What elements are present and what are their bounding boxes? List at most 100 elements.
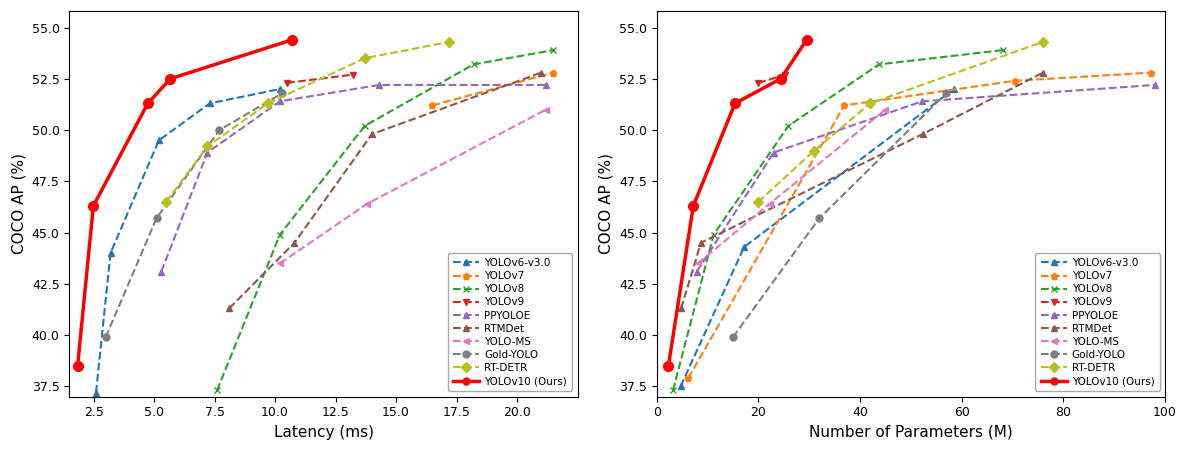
YOLOv9	[778, 72, 792, 78]
YOLOv10 (Ours)	[285, 37, 299, 42]
Line: YOLOv8: YOLOv8	[214, 46, 557, 394]
Line: RT-DETR: RT-DETR	[163, 38, 453, 205]
Gold-YOLO	[276, 91, 290, 96]
YOLOv10 (Ours)	[163, 76, 177, 82]
PPYOLOE	[1148, 82, 1162, 87]
RT-DETR	[358, 55, 372, 61]
RT-DETR	[807, 148, 821, 153]
RTMDet	[365, 131, 379, 137]
YOLOv8	[782, 123, 796, 129]
Gold-YOLO	[213, 127, 227, 133]
YOLOv8	[467, 62, 481, 67]
YOLOv8	[707, 232, 721, 237]
YOLOv10 (Ours)	[662, 363, 676, 368]
RT-DETR	[1036, 39, 1050, 45]
YOLOv6-v3.0	[273, 86, 287, 92]
Line: YOLOv10 (Ours): YOLOv10 (Ours)	[664, 35, 811, 371]
YOLOv6-v3.0	[89, 390, 103, 395]
Line: YOLOv7: YOLOv7	[429, 69, 557, 109]
Line: PPYOLOE: PPYOLOE	[158, 82, 550, 275]
YOLOv8	[210, 388, 225, 393]
Line: YOLOv6-v3.0: YOLOv6-v3.0	[93, 86, 284, 396]
Legend: YOLOv6-v3.0, YOLOv7, YOLOv8, YOLOv9, PPYOLOE, RTMDet, YOLO-MS, Gold-YOLO, RT-DET: YOLOv6-v3.0, YOLOv7, YOLOv8, YOLOv9, PPY…	[1035, 253, 1159, 391]
Line: YOLOv6-v3.0: YOLOv6-v3.0	[677, 86, 958, 390]
RT-DETR	[159, 199, 173, 204]
PPYOLOE	[154, 269, 169, 274]
YOLOv9	[751, 80, 765, 86]
YOLOv9	[346, 72, 360, 78]
Gold-YOLO	[150, 216, 164, 221]
YOLOv6-v3.0	[737, 244, 751, 249]
YOLOv8	[665, 388, 680, 393]
YOLOv6-v3.0	[203, 101, 217, 106]
Line: YOLOv9: YOLOv9	[754, 71, 789, 86]
Line: YOLO-MS: YOLO-MS	[695, 106, 889, 267]
YOLOv10 (Ours)	[70, 363, 84, 368]
Line: YOLOv7: YOLOv7	[684, 69, 1155, 382]
Line: Gold-YOLO: Gold-YOLO	[102, 90, 286, 341]
YOLOv10 (Ours)	[687, 203, 701, 209]
YOLOv8	[872, 62, 886, 67]
Legend: YOLOv6-v3.0, YOLOv7, YOLOv8, YOLOv9, PPYOLOE, RTMDet, YOLO-MS, Gold-YOLO, RT-DET: YOLOv6-v3.0, YOLOv7, YOLOv8, YOLOv9, PPY…	[448, 253, 573, 391]
Gold-YOLO	[726, 335, 740, 340]
Gold-YOLO	[940, 91, 954, 96]
YOLOv6-v3.0	[152, 138, 166, 143]
PPYOLOE	[273, 99, 287, 104]
YOLOv7	[681, 375, 695, 381]
RT-DETR	[201, 144, 215, 149]
YOLOv10 (Ours)	[140, 101, 154, 106]
YOLOv8	[358, 123, 372, 129]
RTMDet	[535, 70, 549, 75]
PPYOLOE	[201, 150, 215, 155]
X-axis label: Latency (ms): Latency (ms)	[273, 425, 373, 440]
RT-DETR	[751, 199, 765, 204]
PPYOLOE	[539, 82, 554, 87]
RT-DETR	[442, 39, 456, 45]
RT-DETR	[862, 101, 877, 106]
YOLO-MS	[878, 107, 892, 112]
YOLO-MS	[273, 261, 287, 266]
PPYOLOE	[690, 269, 704, 274]
YOLOv6-v3.0	[103, 250, 118, 256]
YOLOv6-v3.0	[947, 86, 961, 92]
Line: PPYOLOE: PPYOLOE	[694, 82, 1158, 275]
PPYOLOE	[766, 150, 781, 155]
YOLOv7	[1007, 78, 1022, 83]
Line: YOLOv10 (Ours): YOLOv10 (Ours)	[72, 35, 297, 371]
Line: YOLOv8: YOLOv8	[670, 46, 1006, 394]
YOLOv6-v3.0	[674, 384, 688, 389]
YOLOv8	[273, 232, 287, 237]
YOLOv9	[280, 80, 295, 86]
YOLOv10 (Ours)	[773, 76, 788, 82]
RTMDet	[916, 131, 930, 137]
PPYOLOE	[915, 99, 929, 104]
YOLOv10 (Ours)	[728, 101, 742, 106]
YOLO-MS	[539, 107, 554, 112]
YOLOv8	[546, 47, 561, 53]
RTMDet	[694, 240, 708, 245]
Line: Gold-YOLO: Gold-YOLO	[729, 90, 950, 341]
Y-axis label: COCO AP (%): COCO AP (%)	[599, 153, 613, 254]
Gold-YOLO	[813, 216, 827, 221]
RTMDet	[1036, 70, 1050, 75]
YOLOv7	[425, 103, 440, 108]
YOLOv7	[1144, 70, 1158, 75]
RTMDet	[222, 306, 236, 311]
YOLOv8	[997, 47, 1011, 53]
RTMDet	[287, 240, 302, 245]
Line: YOLOv9: YOLOv9	[284, 71, 356, 86]
Y-axis label: COCO AP (%): COCO AP (%)	[11, 153, 26, 254]
YOLOv7	[838, 103, 852, 108]
Gold-YOLO	[99, 335, 113, 340]
Line: RT-DETR: RT-DETR	[754, 38, 1047, 205]
YOLO-MS	[763, 201, 777, 207]
RT-DETR	[260, 101, 274, 106]
YOLOv10 (Ours)	[800, 37, 814, 42]
Line: RTMDet: RTMDet	[677, 69, 1047, 312]
YOLO-MS	[690, 261, 704, 266]
YOLOv7	[546, 70, 561, 75]
X-axis label: Number of Parameters (M): Number of Parameters (M)	[809, 425, 1012, 440]
YOLO-MS	[360, 201, 374, 207]
RTMDet	[674, 306, 688, 311]
PPYOLOE	[372, 82, 386, 87]
